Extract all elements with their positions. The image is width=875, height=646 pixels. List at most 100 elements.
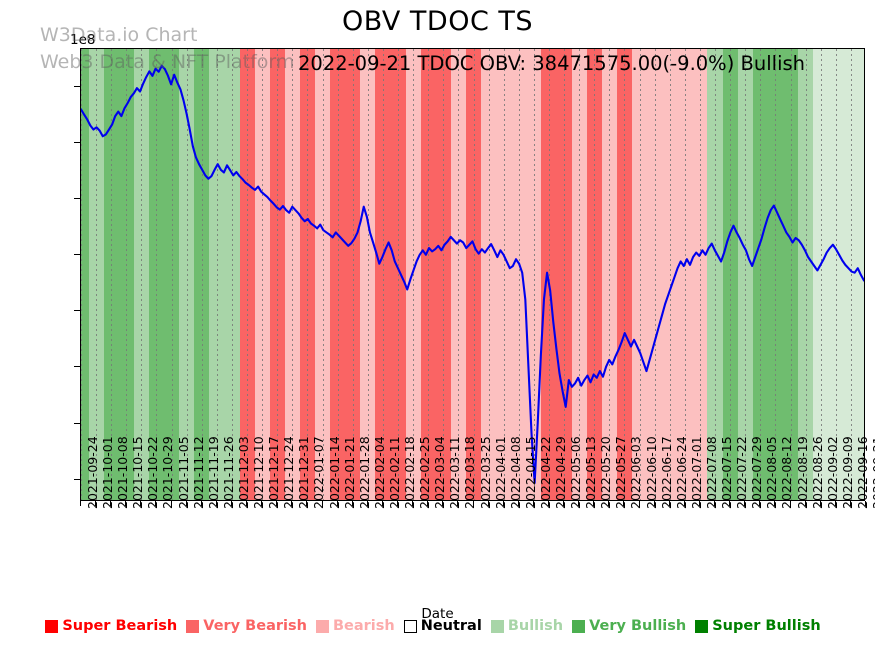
legend-item-super-bullish[interactable]: Super Bullish xyxy=(695,618,821,634)
legend: Super Bearish Very Bearish Bearish Neutral B… xyxy=(0,618,875,634)
x-axis-tick-label: 2021-11-05 xyxy=(175,436,191,509)
legend-swatch-icon xyxy=(45,619,59,633)
x-axis-tick-mark xyxy=(744,501,745,506)
legend-item-bearish[interactable]: Bearish xyxy=(315,618,395,634)
x-axis-tick-label: 2022-08-26 xyxy=(809,436,825,509)
x-axis-tick-mark xyxy=(80,501,81,506)
x-axis-tick-mark xyxy=(563,501,564,506)
grid-line xyxy=(609,49,610,500)
legend-swatch-icon xyxy=(315,619,329,633)
grid-line xyxy=(519,49,520,500)
y-axis-tick-mark xyxy=(74,478,80,480)
x-axis-tick-mark xyxy=(246,501,247,506)
grid-line xyxy=(504,49,505,500)
y-axis-tick-mark xyxy=(74,86,80,88)
x-axis-tick-mark xyxy=(427,501,428,506)
sentiment-band xyxy=(330,49,361,500)
y-axis-tick-mark xyxy=(74,198,80,200)
x-axis-tick-label: 2022-08-12 xyxy=(779,436,795,509)
x-axis-tick-mark xyxy=(593,501,594,506)
grid-line xyxy=(489,49,490,500)
x-axis-tick-label: 2022-07-22 xyxy=(734,436,750,509)
sentiment-band xyxy=(360,49,376,500)
x-axis-tick-mark xyxy=(850,501,851,506)
grid-line xyxy=(126,49,127,500)
page-title: OBV TDOC TS xyxy=(341,6,534,37)
sentiment-band xyxy=(798,49,814,500)
x-axis-tick-mark xyxy=(367,501,368,506)
grid-line xyxy=(111,49,112,500)
x-axis-tick-mark xyxy=(397,501,398,506)
grid-line xyxy=(821,49,822,500)
x-axis-tick-mark xyxy=(684,501,685,506)
grid-line xyxy=(232,49,233,500)
grid-line xyxy=(323,49,324,500)
x-axis-tick-mark xyxy=(186,501,187,506)
x-axis-tick-label: 2022-02-18 xyxy=(402,436,418,509)
x-axis-tick-mark xyxy=(548,501,549,506)
x-axis-tick-mark xyxy=(518,501,519,506)
x-axis-tick-label: 2022-08-05 xyxy=(764,436,780,509)
x-axis-tick-label: 2022-04-29 xyxy=(552,436,568,509)
x-axis-tick-mark xyxy=(473,501,474,506)
grid-line xyxy=(262,49,263,500)
x-axis-tick-label: 2022-07-29 xyxy=(749,436,765,509)
x-axis-tick-label: 2022-05-06 xyxy=(568,436,584,509)
x-axis-tick-mark xyxy=(95,501,96,506)
x-axis-tick-label: 2021-10-29 xyxy=(160,436,176,509)
x-axis-tick-label: 2021-12-31 xyxy=(296,436,312,509)
y-axis-title: TDOC OBV xyxy=(0,160,2,232)
legend-swatch-icon xyxy=(572,619,586,633)
x-axis-tick-mark xyxy=(110,501,111,506)
x-axis-tick-mark xyxy=(291,501,292,506)
x-axis-tick-mark xyxy=(608,501,609,506)
latest-value-annotation: 2022-09-21 TDOC OBV: 38471575.00(-9.0%) … xyxy=(298,52,806,75)
x-axis-tick-label: 2022-09-09 xyxy=(839,436,855,509)
plot-area xyxy=(80,48,865,501)
legend-label: Neutral xyxy=(420,618,482,634)
legend-item-super-bearish[interactable]: Super Bearish xyxy=(45,618,177,634)
sentiment-band xyxy=(103,49,134,500)
grid-line xyxy=(383,49,384,500)
x-axis-tick-mark xyxy=(171,501,172,506)
x-axis-tick-label: 2022-03-18 xyxy=(462,436,478,509)
x-axis-tick-label: 2021-09-24 xyxy=(85,436,100,509)
grid-lines xyxy=(81,49,864,500)
x-axis-tick-mark xyxy=(533,501,534,506)
y-axis-tick-mark xyxy=(74,422,80,424)
x-axis-tick-mark xyxy=(669,501,670,506)
y-axis-tick-mark xyxy=(74,254,80,256)
grid-line xyxy=(806,49,807,500)
legend-item-very-bullish[interactable]: Very Bullish xyxy=(572,618,686,634)
legend-item-bullish[interactable]: Bullish xyxy=(490,618,563,634)
x-axis-tick-label: 2022-01-28 xyxy=(356,436,372,509)
x-axis-tick-label: 2022-03-11 xyxy=(447,436,463,509)
x-axis-tick-mark xyxy=(125,501,126,506)
grid-line xyxy=(745,49,746,500)
x-axis-tick-mark xyxy=(503,501,504,506)
grid-line xyxy=(640,49,641,500)
sentiment-band xyxy=(465,49,482,500)
x-axis-tick-label: 2022-07-01 xyxy=(688,436,704,509)
x-axis-tick-label: 2021-12-10 xyxy=(251,436,267,509)
x-axis-tick-mark xyxy=(306,501,307,506)
legend-item-neutral[interactable]: Neutral xyxy=(403,618,482,634)
x-axis-tick-label: 2021-10-08 xyxy=(115,436,131,509)
sentiment-band xyxy=(420,49,451,500)
sentiment-band xyxy=(314,49,331,500)
legend-item-very-bearish[interactable]: Very Bearish xyxy=(186,618,307,634)
x-axis-tick-label: 2022-07-08 xyxy=(703,436,719,509)
x-axis-tick-mark xyxy=(261,501,262,506)
x-axis-tick-mark xyxy=(578,501,579,506)
grid-line xyxy=(338,49,339,500)
x-axis-tick-mark xyxy=(201,501,202,506)
sentiment-band xyxy=(148,49,180,500)
x-axis-tick-label: 2022-01-21 xyxy=(341,436,357,509)
x-axis-tick-mark xyxy=(216,501,217,506)
legend-label: Bearish xyxy=(332,618,395,634)
x-axis-tick-label: 2021-11-26 xyxy=(220,436,236,509)
grid-line xyxy=(836,49,837,500)
x-axis-tick-mark xyxy=(155,501,156,506)
grid-line xyxy=(670,49,671,500)
grid-line xyxy=(579,49,580,500)
